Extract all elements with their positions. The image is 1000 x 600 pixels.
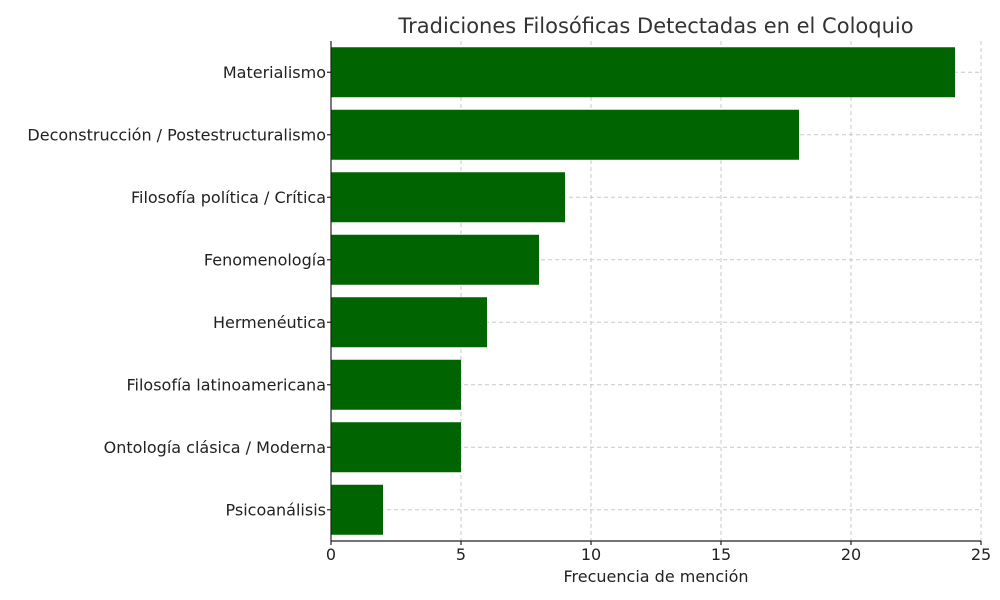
y-tick-label: Filosofía política / Crítica: [131, 188, 326, 207]
bar: [331, 234, 539, 285]
x-tick-label: 20: [841, 545, 861, 564]
x-tick-label: 0: [326, 545, 336, 564]
bar: [331, 297, 487, 348]
bar: [331, 172, 565, 223]
bar: [331, 359, 461, 410]
y-tick-label: Hermenéutica: [213, 313, 326, 332]
y-tick-label: Psicoanálisis: [226, 500, 327, 519]
y-tick-labels: Materialismo Deconstrucción / Postestruct…: [27, 63, 326, 520]
bar: [331, 422, 461, 473]
x-tick-label: 5: [456, 545, 466, 564]
y-tick-label: Ontología clásica / Moderna: [104, 438, 326, 457]
bar: [331, 109, 799, 160]
y-tick-label: Filosofía latinoamericana: [126, 375, 326, 394]
x-axis-label: Frecuencia de mención: [564, 567, 749, 586]
bar: [331, 484, 383, 535]
x-tick-label: 15: [711, 545, 731, 564]
bars-layer: [331, 47, 955, 535]
x-tick-label: 10: [581, 545, 601, 564]
x-tick-labels: 0 5 10 15 20 25: [326, 545, 991, 564]
axes-layer: [327, 41, 982, 545]
y-tick-label: Deconstrucción / Postestructuralismo: [27, 125, 326, 144]
bar: [331, 47, 955, 98]
y-tick-label: Fenomenología: [204, 250, 326, 269]
y-tick-label: Materialismo: [223, 63, 326, 82]
x-tick-label: 25: [971, 545, 991, 564]
chart-title: Tradiciones Filosóficas Detectadas en el…: [397, 14, 913, 38]
